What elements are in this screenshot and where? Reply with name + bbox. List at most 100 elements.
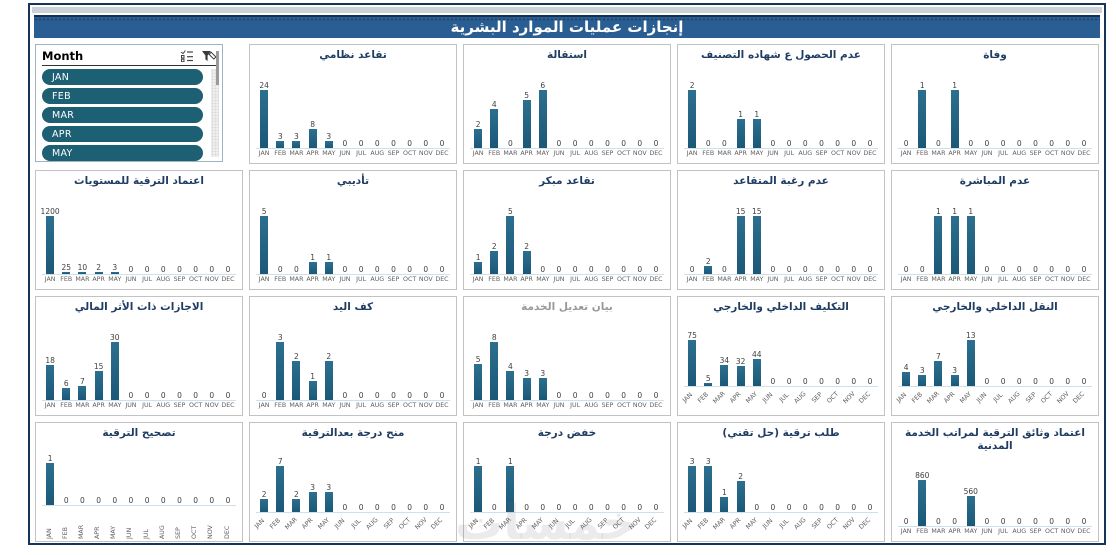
slicer-item-feb[interactable]: FEB (42, 88, 203, 104)
bar[interactable] (720, 497, 729, 512)
bar[interactable] (324, 361, 333, 400)
bar[interactable] (46, 365, 55, 400)
bar[interactable] (522, 378, 531, 400)
bar[interactable] (292, 361, 301, 400)
bar[interactable] (966, 496, 975, 526)
bar[interactable] (934, 361, 943, 386)
bar[interactable] (292, 141, 301, 148)
bar[interactable] (110, 342, 119, 400)
month-label: FEB (274, 402, 287, 409)
bar[interactable] (752, 359, 761, 386)
bar[interactable] (474, 466, 483, 512)
bar[interactable] (46, 216, 55, 274)
bar[interactable] (506, 371, 515, 400)
slicer-item-jan[interactable]: JAN (42, 69, 203, 85)
bar-cell: 3 (272, 132, 288, 148)
bar[interactable] (522, 100, 531, 148)
month-label: AUG (158, 525, 166, 539)
bar[interactable] (522, 251, 531, 274)
bar[interactable] (736, 119, 745, 148)
bar[interactable] (950, 375, 959, 386)
bar[interactable] (260, 90, 269, 148)
month-slicer: Month (35, 44, 223, 162)
bar[interactable] (292, 499, 301, 512)
slicer-item-mar[interactable]: MAR (42, 107, 203, 123)
bar[interactable] (490, 342, 499, 400)
bar[interactable] (324, 141, 333, 148)
bar[interactable] (78, 272, 87, 274)
bar-cell: 0 (765, 377, 781, 387)
month-label: MAY (322, 276, 336, 283)
bar[interactable] (538, 378, 547, 400)
month-label: MAR (75, 276, 90, 283)
bar[interactable] (276, 342, 285, 400)
bar[interactable] (918, 375, 927, 386)
bar[interactable] (704, 383, 713, 386)
bar[interactable] (688, 340, 697, 386)
bar[interactable] (752, 119, 761, 148)
bar[interactable] (308, 492, 317, 512)
bar[interactable] (950, 90, 959, 148)
chart-card-7: تقاعد مبكر 1 2 5 2 0 0 0 0 0 0 0 0 JAN FEB MAR APR MAY JUN… (463, 170, 671, 290)
bar[interactable] (720, 365, 729, 386)
month-label: APR (92, 402, 105, 409)
bar[interactable] (78, 386, 87, 400)
bar[interactable] (704, 466, 713, 512)
bar[interactable] (966, 340, 975, 386)
bar[interactable] (736, 366, 745, 386)
bar[interactable] (736, 216, 745, 274)
bar[interactable] (490, 251, 499, 274)
slicer-item-apr[interactable]: APR (42, 126, 203, 142)
slicer-scrollbar-thumb[interactable] (216, 51, 219, 85)
bar[interactable] (506, 466, 515, 512)
multi-select-icon[interactable] (180, 50, 194, 62)
bar[interactable] (538, 90, 547, 148)
bar[interactable] (966, 216, 975, 274)
bar[interactable] (752, 216, 761, 274)
value-label: 3 (310, 482, 315, 492)
month-label: FEB (488, 276, 501, 283)
bar[interactable] (918, 90, 927, 148)
bar[interactable] (308, 262, 317, 274)
month-label: AUG (584, 402, 599, 409)
bar[interactable] (308, 129, 317, 148)
bar[interactable] (736, 481, 745, 512)
bar[interactable] (474, 129, 483, 148)
value-label: 10 (77, 262, 88, 272)
bar[interactable] (506, 216, 515, 274)
bar[interactable] (308, 381, 317, 400)
value-label: 0 (903, 138, 909, 148)
bar-cell: 0 (1060, 517, 1076, 527)
bar[interactable] (94, 371, 103, 400)
bar[interactable] (62, 388, 71, 400)
month-label: MAY (536, 150, 550, 157)
slicer-item-may[interactable]: MAY (42, 145, 203, 161)
bar[interactable] (918, 480, 927, 526)
month-label: DEC (649, 402, 663, 409)
chart-card-11: كف اليد 0 3 2 1 2 0 0 0 0 0 0 0 JAN FEB MAR APR MAY JUN JUL… (249, 296, 457, 416)
bar[interactable] (704, 266, 713, 274)
bar[interactable] (94, 272, 103, 274)
value-label: 0 (605, 502, 610, 512)
bar[interactable] (490, 109, 499, 148)
bar[interactable] (474, 364, 483, 400)
bar[interactable] (324, 262, 333, 274)
bar[interactable] (688, 466, 697, 512)
clear-filter-icon[interactable] (201, 50, 216, 63)
bar[interactable] (46, 463, 55, 505)
bar[interactable] (324, 492, 333, 512)
bar[interactable] (260, 499, 269, 512)
bar[interactable] (474, 262, 483, 274)
bar[interactable] (260, 216, 269, 274)
bar[interactable] (276, 141, 285, 148)
bar[interactable] (902, 372, 911, 386)
bar[interactable] (62, 272, 71, 274)
bar[interactable] (110, 272, 119, 274)
bar[interactable] (934, 216, 943, 274)
value-label: 1 (722, 487, 727, 497)
bar[interactable] (950, 216, 959, 274)
bar[interactable] (276, 466, 285, 512)
value-label: 0 (722, 138, 727, 148)
bar[interactable] (688, 90, 697, 148)
